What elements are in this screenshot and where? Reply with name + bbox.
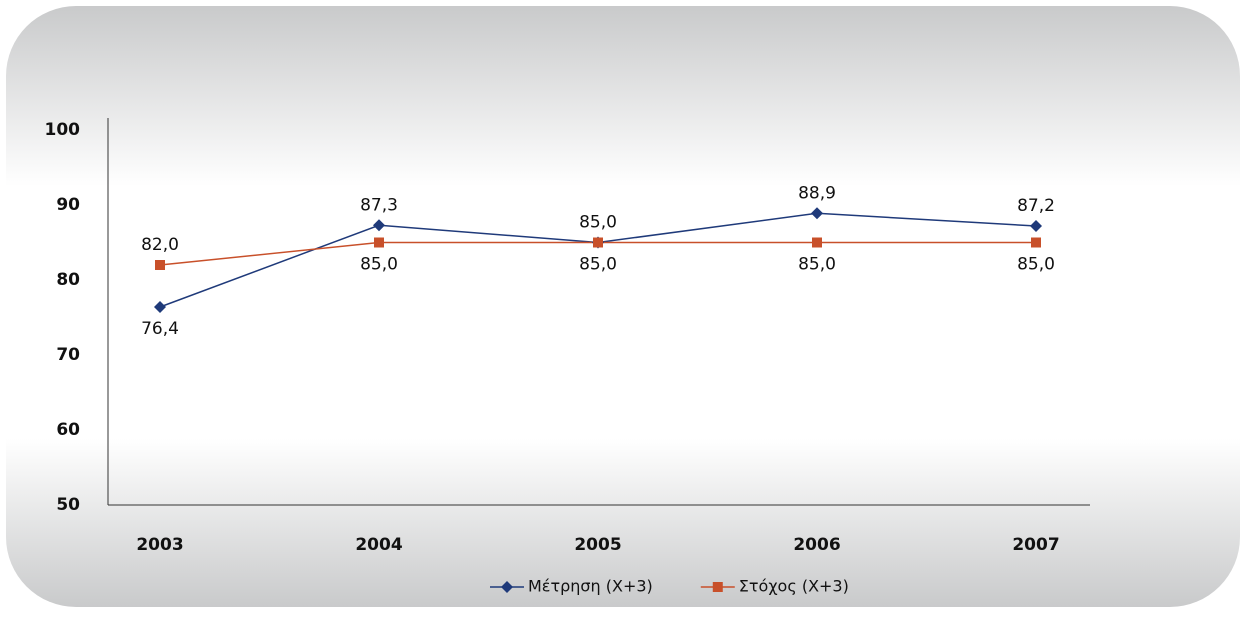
data-label: 85,0 — [798, 255, 836, 275]
x-tick-label: 2004 — [355, 535, 402, 555]
x-tick-label: 2003 — [136, 535, 183, 555]
y-tick-label: 50 — [56, 495, 80, 515]
legend-label: Στόχος (Χ+3) — [739, 577, 849, 596]
y-tick-label: 100 — [45, 120, 81, 140]
data-label: 82,0 — [141, 235, 179, 255]
y-tick-label: 60 — [56, 420, 80, 440]
legend-label: Μέτρηση (Χ+3) — [528, 577, 653, 596]
legend-marker — [501, 581, 513, 593]
x-tick-label: 2006 — [793, 535, 840, 555]
marker — [1031, 237, 1041, 248]
x-tick-label: 2005 — [574, 535, 621, 555]
legend-marker — [712, 582, 723, 592]
marker — [1030, 220, 1042, 232]
marker — [593, 237, 603, 248]
data-label: 87,3 — [360, 195, 398, 215]
background — [6, 6, 1240, 607]
marker — [374, 237, 384, 248]
data-label: 76,4 — [141, 319, 179, 339]
x-tick-label: 2007 — [1012, 535, 1059, 555]
marker — [154, 301, 166, 313]
data-label: 85,0 — [579, 213, 617, 233]
y-tick-label: 90 — [56, 195, 80, 215]
marker — [373, 219, 385, 232]
data-label: 85,0 — [360, 255, 398, 275]
marker — [155, 260, 165, 270]
data-label: 85,0 — [1017, 255, 1055, 275]
marker — [812, 237, 822, 248]
data-label: 87,2 — [1017, 196, 1055, 216]
marker — [811, 207, 823, 220]
y-tick-label: 80 — [56, 270, 80, 290]
data-label: 85,0 — [579, 255, 617, 275]
y-tick-label: 70 — [56, 345, 80, 365]
data-label: 88,9 — [798, 183, 836, 203]
